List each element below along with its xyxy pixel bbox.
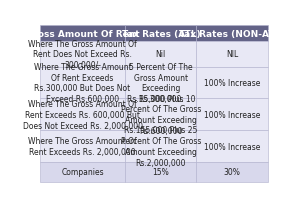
Text: Tax Rates (NON-ATL): Tax Rates (NON-ATL) <box>179 29 285 39</box>
Text: Rs.15,000 Plus 10
Percent Of The Gross
Amount Exceeding
Rs.600,000: Rs.15,000 Plus 10 Percent Of The Gross A… <box>121 94 201 135</box>
Bar <box>40 67 125 99</box>
Bar <box>125 26 196 42</box>
Text: Nil: Nil <box>156 50 166 59</box>
Bar <box>196 162 268 182</box>
Text: Gross Amount Of Rent: Gross Amount Of Rent <box>26 29 140 39</box>
Bar <box>196 99 268 131</box>
Text: 100% Increase: 100% Increase <box>204 110 260 119</box>
Bar <box>196 131 268 162</box>
Bar <box>196 42 268 67</box>
Bar <box>40 42 125 67</box>
Bar <box>125 162 196 182</box>
Bar <box>40 26 125 42</box>
Text: Rs.155,000 Plus 25
Percent Of The Gross
Amount Exceeding
Rs.2,000,000: Rs.155,000 Plus 25 Percent Of The Gross … <box>121 126 201 167</box>
Text: Tax Rates (ATL): Tax Rates (ATL) <box>122 29 200 39</box>
Text: Where The Gross Amount Of
Rent Exceeds Rs. 600,000 But
Does Not Exceed Rs. 2,000: Where The Gross Amount Of Rent Exceeds R… <box>22 99 142 130</box>
Bar <box>125 67 196 99</box>
Bar <box>40 99 125 131</box>
Text: 30%: 30% <box>224 167 241 176</box>
Bar <box>196 26 268 42</box>
Bar <box>125 131 196 162</box>
Text: 5 Percent Of The
Gross Amount
Exceeding
Rs.300,000.: 5 Percent Of The Gross Amount Exceeding … <box>129 63 193 104</box>
Text: Companies: Companies <box>61 167 104 176</box>
Bar <box>125 42 196 67</box>
Text: Where The Gross Amount Of
Rent Exceeds Rs. 2,000,000: Where The Gross Amount Of Rent Exceeds R… <box>28 137 137 156</box>
Bar <box>40 131 125 162</box>
Text: Where The Gross Amount Of
Rent Does Not Exceed Rs.
300,000/-: Where The Gross Amount Of Rent Does Not … <box>28 39 137 70</box>
Text: 15%: 15% <box>152 167 169 176</box>
Bar <box>125 99 196 131</box>
Bar <box>40 162 125 182</box>
Text: Where The Gross Amount
Of Rent Exceeds
Rs.300,000 But Does Not
Exceed Rs.600,000: Where The Gross Amount Of Rent Exceeds R… <box>34 63 131 104</box>
Text: 100% Increase: 100% Increase <box>204 142 260 151</box>
Bar <box>196 67 268 99</box>
Text: 100% Increase: 100% Increase <box>204 79 260 88</box>
Text: NIL: NIL <box>226 50 238 59</box>
